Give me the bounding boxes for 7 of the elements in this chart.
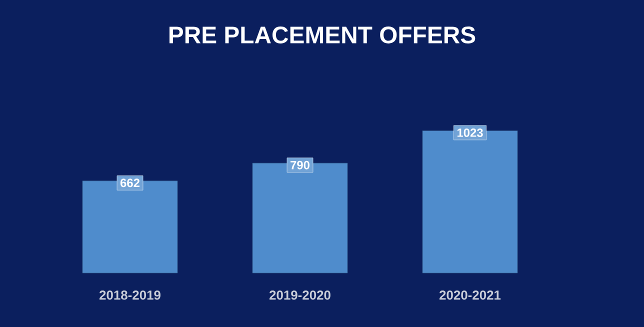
chart-title: PRE PLACEMENT OFFERS	[170, 26, 476, 44]
data-label: 1023	[457, 128, 483, 137]
x-tick-label: 2018-2019	[99, 290, 160, 300]
data-label: 662	[120, 178, 140, 188]
x-tick-label: 2019-2020	[269, 290, 330, 300]
data-label: 790	[290, 160, 310, 170]
x-tick-label: 2020-2021	[439, 290, 501, 300]
